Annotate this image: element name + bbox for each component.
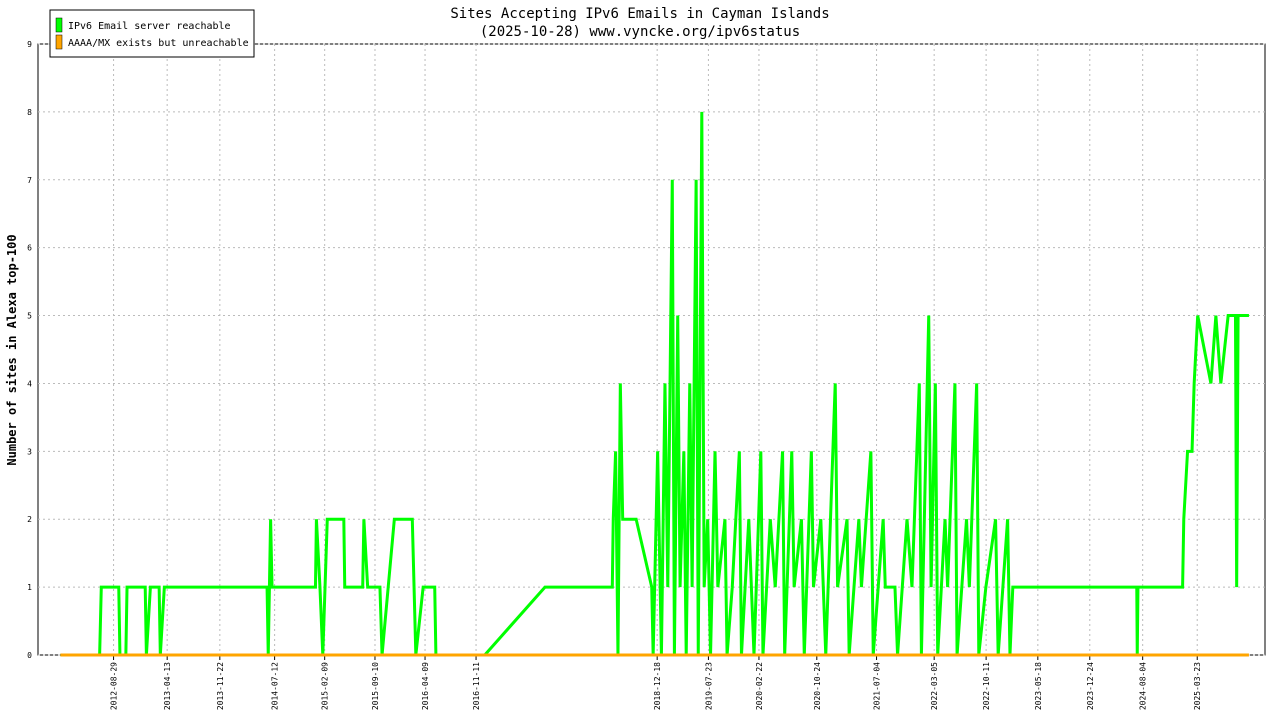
- x-tick-label: 2023-12-24: [1086, 662, 1095, 710]
- x-tick-label: 2020-02-22: [755, 662, 764, 710]
- x-tick-label: 2013-04-13: [163, 662, 172, 710]
- legend-label: IPv6 Email server reachable: [68, 21, 231, 32]
- y-tick-label: 7: [27, 176, 32, 185]
- y-tick-label: 5: [27, 312, 32, 321]
- x-tick-label: 2013-11-22: [216, 662, 225, 710]
- y-tick-label: 1: [27, 583, 32, 592]
- x-tick-label: 2024-08-04: [1139, 662, 1148, 710]
- y-tick-label: 4: [27, 379, 32, 388]
- y-tick-label: 9: [27, 40, 32, 49]
- x-tick-label: 2016-11-11: [472, 662, 481, 710]
- x-tick-label: 2022-03-05: [930, 662, 939, 710]
- y-tick-label: 3: [27, 447, 32, 456]
- x-tick-label: 2016-04-09: [421, 662, 430, 710]
- chart-subtitle: (2025-10-28) www.vyncke.org/ipv6status: [480, 24, 800, 40]
- x-tick-label: 2025-03-23: [1193, 662, 1202, 710]
- legend-label: AAAA/MX exists but unreachable: [68, 38, 249, 49]
- series-line: [60, 111, 1249, 657]
- legend: IPv6 Email server reachable AAAA/MX exist…: [49, 9, 255, 58]
- x-tick-label: 2020-10-24: [813, 662, 822, 710]
- x-tick-label: 2019-07-23: [704, 662, 713, 710]
- chart-title: Sites Accepting IPv6 Emails in Cayman Is…: [450, 6, 829, 22]
- y-tick-label: 0: [27, 651, 32, 660]
- y-tick-label: 2: [27, 515, 32, 524]
- x-tick-label: 2012-08-29: [110, 662, 119, 710]
- legend-box: [49, 9, 255, 58]
- x-tick-label: 2015-02-09: [321, 662, 330, 710]
- y-axis-label: Number of sites in Alexa top-100: [5, 234, 19, 465]
- x-tick-label: 2021-07-04: [873, 662, 882, 710]
- legend-swatch: [55, 34, 63, 50]
- x-tick-label: 2022-10-11: [982, 662, 991, 710]
- x-tick-label: 2014-07-12: [271, 662, 280, 710]
- x-tick-label: 2018-12-18: [653, 662, 662, 710]
- y-tick-label: 8: [27, 108, 32, 117]
- x-tick-label: 2023-05-18: [1034, 662, 1043, 710]
- x-tick-label: 2015-09-10: [371, 662, 380, 710]
- legend-swatch: [55, 17, 63, 33]
- y-tick-label: 6: [27, 244, 32, 253]
